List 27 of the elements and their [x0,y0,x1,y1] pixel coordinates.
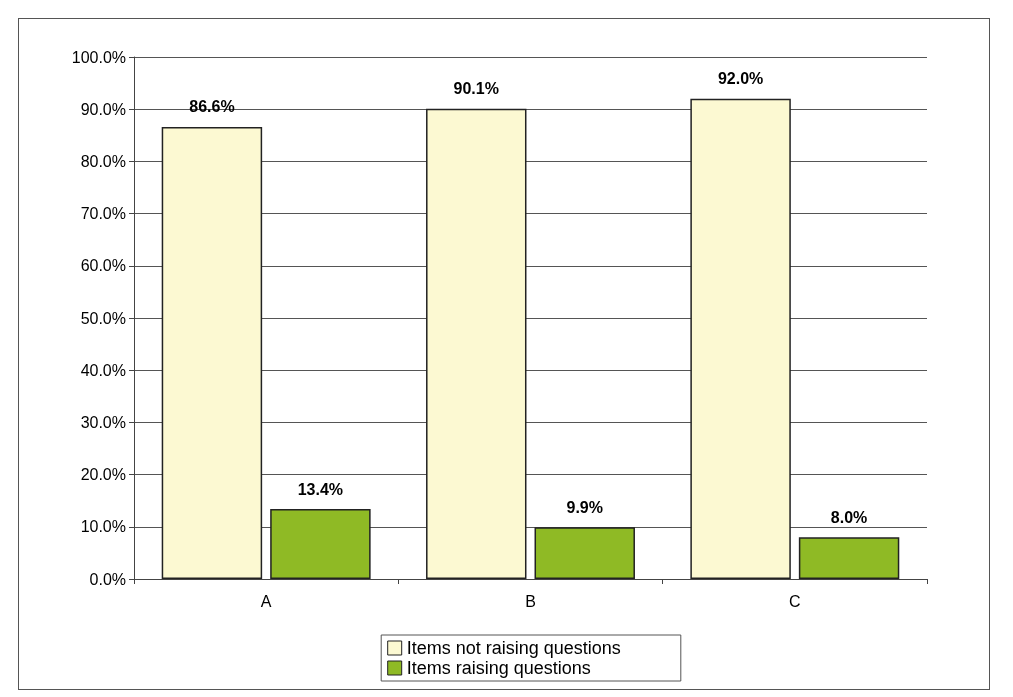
legend-label: Items raising questions [406,658,591,678]
y-tick-label: 100.0% [71,48,126,66]
data-label: 90.1% [453,80,499,98]
data-label: 8.0% [830,508,868,526]
bar [426,108,527,579]
y-tick-label: 30.0% [80,413,126,431]
y-tick-label: 90.0% [80,100,126,118]
data-label: 13.4% [297,480,344,498]
y-tick-label: 60.0% [80,257,126,275]
bar [798,537,900,579]
y-tick-label: 70.0% [80,205,126,223]
data-label: 9.9% [566,498,603,516]
bar [534,527,635,579]
y-tick-label: 0.0% [89,570,126,588]
y-tick-label: 40.0% [80,361,126,379]
x-tick-label: B [525,592,536,610]
data-label: 92.0% [717,70,764,88]
x-tick-label: A [260,592,272,610]
legend-label: Items not raising questions [406,638,621,658]
bar [161,126,263,579]
y-tick-label: 10.0% [80,518,126,536]
x-tick-label: C [789,592,801,610]
y-tick-label: 50.0% [80,309,126,327]
y-tick-label: 20.0% [80,466,126,484]
bar [690,98,791,579]
y-tick-label: 80.0% [80,152,126,170]
bar [270,509,371,579]
